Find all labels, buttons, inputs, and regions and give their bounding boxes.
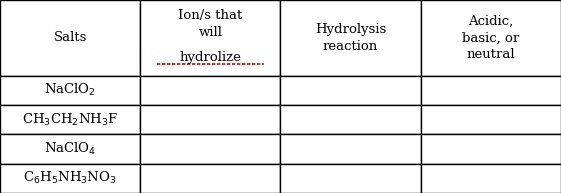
Bar xyxy=(140,164,280,193)
Bar xyxy=(421,164,561,193)
Bar xyxy=(140,105,280,134)
Text: C$_6$H$_5$NH$_3$NO$_3$: C$_6$H$_5$NH$_3$NO$_3$ xyxy=(24,170,117,186)
Text: CH$_3$CH$_2$NH$_3$F: CH$_3$CH$_2$NH$_3$F xyxy=(22,112,118,128)
Bar xyxy=(0,164,140,193)
Bar xyxy=(421,0,561,76)
Bar xyxy=(280,134,421,164)
Bar xyxy=(280,76,421,105)
Text: hydrolize: hydrolize xyxy=(180,51,241,64)
Bar xyxy=(0,76,140,105)
Bar xyxy=(280,164,421,193)
Text: NaClO$_4$: NaClO$_4$ xyxy=(44,141,96,157)
Bar xyxy=(280,105,421,134)
Bar xyxy=(421,76,561,105)
Bar xyxy=(280,0,421,76)
Bar xyxy=(140,0,280,76)
Bar xyxy=(421,134,561,164)
Text: NaClO$_2$: NaClO$_2$ xyxy=(44,82,96,98)
Bar xyxy=(140,134,280,164)
Bar xyxy=(0,134,140,164)
Text: Acidic,
basic, or
neutral: Acidic, basic, or neutral xyxy=(462,14,519,61)
Text: Hydrolysis
reaction: Hydrolysis reaction xyxy=(315,23,387,53)
Text: Salts: Salts xyxy=(53,31,87,44)
Bar xyxy=(421,105,561,134)
Bar xyxy=(0,0,140,76)
Bar xyxy=(140,76,280,105)
Bar xyxy=(0,105,140,134)
Text: Ion/s that
will: Ion/s that will xyxy=(178,9,242,39)
